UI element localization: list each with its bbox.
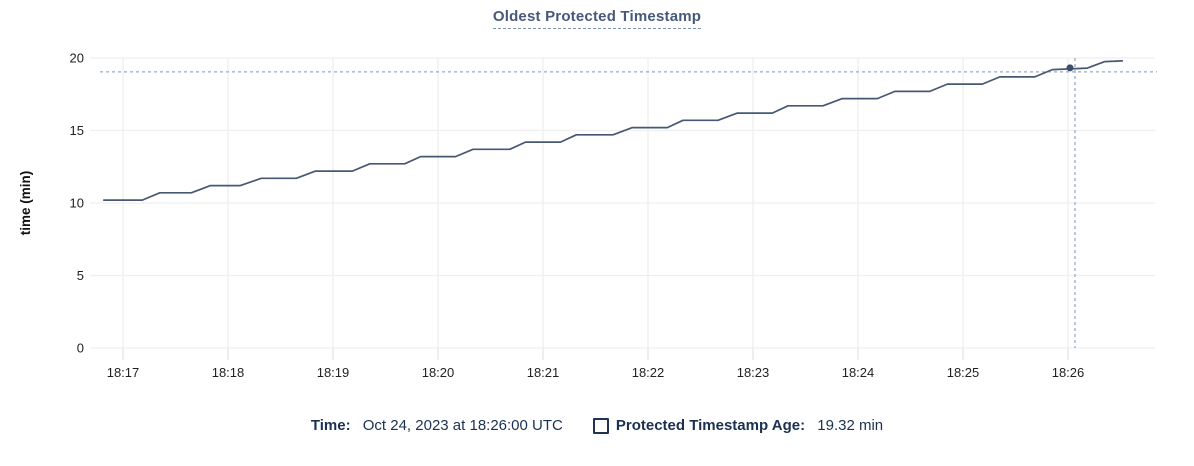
- series-checkbox[interactable]: [592, 417, 609, 434]
- legend-series[interactable]: Protected Timestamp Age: 19.32 min: [592, 417, 884, 434]
- legend-series-value: 19.32 min: [813, 417, 884, 434]
- x-tick-label: 18:25: [947, 365, 980, 380]
- x-tick-label: 18:21: [527, 365, 560, 380]
- x-tick-label: 18:26: [1052, 365, 1085, 380]
- x-tick-label: 18:22: [632, 365, 665, 380]
- x-tick-label: 18:19: [317, 365, 350, 380]
- y-axis-title: time (min): [18, 171, 33, 236]
- y-tick-label: 5: [77, 268, 84, 283]
- y-tick-label: 15: [70, 123, 84, 138]
- chart-title[interactable]: Oldest Protected Timestamp: [492, 8, 702, 29]
- x-tick-label: 18:20: [422, 365, 455, 380]
- x-tick-label: 18:17: [107, 365, 140, 380]
- y-tick-label: 0: [77, 341, 84, 356]
- legend-time-label: Time:: [310, 417, 351, 434]
- chart-title-row: Oldest Protected Timestamp: [0, 8, 1194, 29]
- x-tick-label: 18:23: [737, 365, 770, 380]
- legend-time: Time: Oct 24, 2023 at 18:26:00 UTC: [311, 417, 563, 434]
- y-tick-label: 20: [70, 51, 84, 66]
- y-tick-label: 10: [70, 196, 84, 211]
- x-tick-label: 18:24: [842, 365, 875, 380]
- legend-series-label: Protected Timestamp Age:: [615, 417, 806, 434]
- series-line[interactable]: [102, 60, 1124, 201]
- hover-point-dot: [1066, 64, 1074, 72]
- timeseries-chart[interactable]: 0 5 10 15 20 18:17 18:18 18:19 18:20 18:21 18:22 18…: [0, 0, 1194, 400]
- legend-time-value: Oct 24, 2023 at 18:26:00 UTC: [358, 417, 563, 434]
- chart-legend: Time: Oct 24, 2023 at 18:26:00 UTC Prote…: [0, 417, 1194, 434]
- x-tick-label: 18:18: [212, 365, 245, 380]
